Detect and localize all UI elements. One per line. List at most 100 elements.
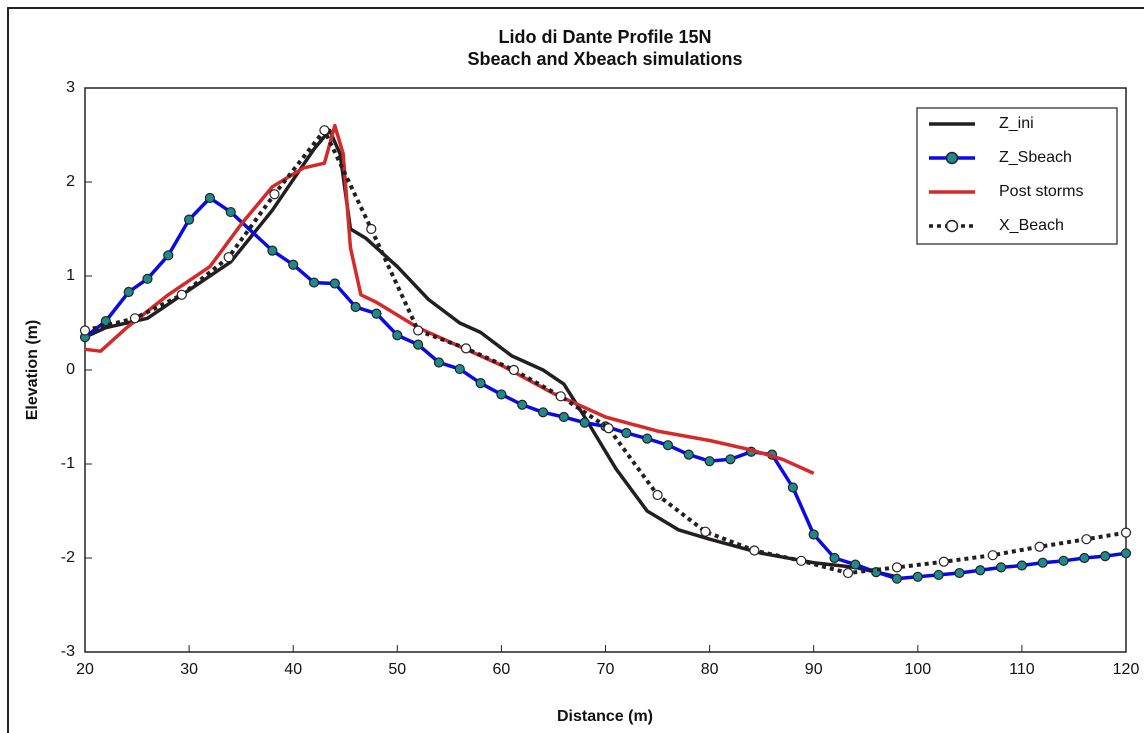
marker xyxy=(842,567,854,579)
marker xyxy=(1016,560,1028,571)
marker xyxy=(223,252,234,263)
marker xyxy=(603,423,614,434)
chart-subtitle: Sbeach and Xbeach simulations xyxy=(467,49,742,69)
y-tick-label: -3 xyxy=(61,643,75,660)
marker xyxy=(366,223,377,235)
series-line xyxy=(84,123,815,475)
marker xyxy=(995,562,1007,573)
y-tick-label: -1 xyxy=(61,455,75,472)
marker xyxy=(496,389,507,400)
marker xyxy=(787,482,798,493)
x-tick-label: 60 xyxy=(493,661,511,678)
marker xyxy=(912,571,923,582)
marker xyxy=(319,125,330,136)
marker xyxy=(1034,541,1045,552)
frame xyxy=(7,7,1144,733)
marker xyxy=(163,250,174,261)
chart-title: Lido di Dante Profile 15N xyxy=(498,27,711,47)
x-axis-label: Distance (m) xyxy=(557,708,653,725)
marker xyxy=(933,569,944,581)
legend-marker xyxy=(945,219,959,233)
marker xyxy=(975,565,986,576)
marker xyxy=(1081,534,1092,545)
y-tick-label: 3 xyxy=(66,79,75,96)
marker xyxy=(413,325,424,336)
marker xyxy=(749,545,760,556)
marker xyxy=(796,555,807,566)
legend-label: Z_ini xyxy=(999,115,1034,132)
series-line xyxy=(83,196,1127,581)
x-tick-label: 30 xyxy=(180,661,198,678)
marker xyxy=(829,552,840,564)
marker xyxy=(621,427,632,439)
marker xyxy=(1058,555,1069,566)
x-tick-label: 90 xyxy=(805,661,823,678)
marker xyxy=(184,214,195,225)
x-tick-label: 110 xyxy=(1009,661,1035,678)
marker xyxy=(288,259,299,270)
marker xyxy=(555,391,566,402)
marker xyxy=(642,433,653,444)
marker xyxy=(79,325,91,336)
marker xyxy=(1120,548,1132,559)
marker xyxy=(537,407,549,418)
marker xyxy=(454,363,465,375)
legend-marker xyxy=(945,151,959,165)
marker xyxy=(413,339,424,350)
marker xyxy=(129,313,141,324)
marker xyxy=(329,278,340,289)
marker xyxy=(579,417,590,428)
x-tick-label: 40 xyxy=(284,661,302,678)
marker xyxy=(371,308,382,319)
marker xyxy=(475,378,486,389)
x-tick-label: 50 xyxy=(388,661,406,678)
legend-label: Z_Sbeach xyxy=(999,149,1072,166)
x-tick-label: 80 xyxy=(701,661,719,678)
marker xyxy=(850,559,861,570)
marker xyxy=(938,556,949,567)
x-tick-label: 70 xyxy=(597,661,615,678)
marker xyxy=(808,529,819,540)
marker xyxy=(225,206,236,218)
y-axis-label: Elevation (m) xyxy=(24,320,41,420)
marker xyxy=(392,330,403,341)
marker xyxy=(662,440,674,451)
marker xyxy=(267,245,278,256)
marker xyxy=(350,301,361,313)
marker xyxy=(269,189,280,200)
series-line xyxy=(84,128,1127,576)
y-tick-label: -2 xyxy=(61,549,75,566)
marker xyxy=(891,573,903,584)
marker xyxy=(1079,552,1090,564)
marker xyxy=(987,550,998,561)
marker xyxy=(704,456,715,467)
marker xyxy=(954,567,965,579)
marker xyxy=(204,192,216,204)
marker xyxy=(683,449,694,460)
marker xyxy=(1120,527,1132,538)
marker xyxy=(558,411,569,423)
x-tick-label: 100 xyxy=(904,661,931,678)
x-tick-label: 120 xyxy=(1113,661,1140,678)
marker xyxy=(700,526,711,537)
marker xyxy=(508,364,519,376)
marker xyxy=(123,286,134,298)
marker xyxy=(308,277,320,288)
marker xyxy=(891,562,903,573)
marker xyxy=(176,289,187,300)
marker xyxy=(1037,557,1048,568)
marker xyxy=(460,343,472,354)
marker xyxy=(652,489,663,501)
marker xyxy=(725,454,736,465)
marker xyxy=(1100,551,1111,562)
y-tick-label: 2 xyxy=(66,173,75,190)
legend-label: X_Beach xyxy=(999,217,1064,234)
marker xyxy=(433,357,445,368)
x-tick-label: 20 xyxy=(76,661,94,678)
marker xyxy=(142,273,153,284)
y-tick-label: 0 xyxy=(66,361,75,378)
marker xyxy=(517,399,528,410)
y-tick-label: 1 xyxy=(66,267,75,284)
